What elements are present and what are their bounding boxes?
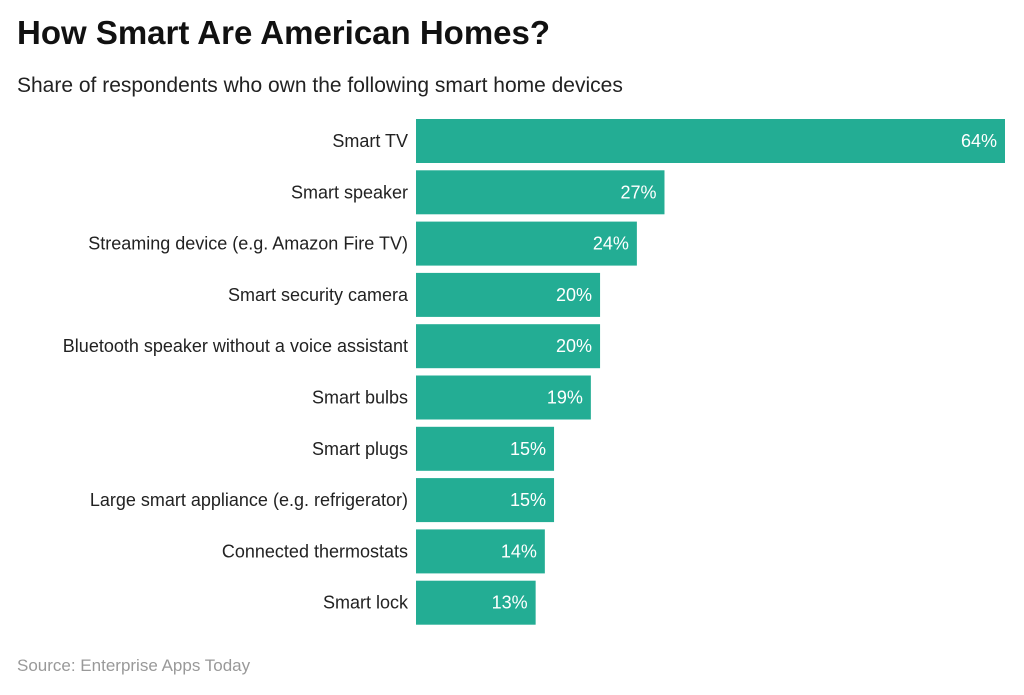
data-label: 64% [961, 131, 997, 151]
category-label: Smart lock [323, 593, 409, 613]
data-label: 13% [492, 593, 528, 613]
bar [416, 375, 591, 420]
category-label: Smart bulbs [312, 388, 408, 408]
bar [416, 478, 555, 523]
category-label: Smart security camera [228, 285, 409, 305]
data-label: 27% [620, 182, 656, 202]
source-note: Source: Enterprise Apps Today [17, 656, 251, 675]
category-label: Smart TV [332, 131, 408, 151]
category-label: Smart plugs [312, 439, 408, 459]
data-label: 24% [593, 234, 629, 254]
category-label: Bluetooth speaker without a voice assist… [63, 336, 408, 356]
bar [416, 170, 665, 215]
data-label: 19% [547, 388, 583, 408]
bar [416, 580, 536, 625]
chart-title: How Smart Are American Homes? [17, 14, 551, 51]
category-label: Large smart appliance (e.g. refrigerator… [90, 490, 408, 510]
chart-subtitle: Share of respondents who own the followi… [17, 74, 623, 97]
data-label: 20% [556, 285, 592, 305]
bar [416, 426, 555, 471]
bar [416, 272, 601, 317]
bar [416, 221, 637, 266]
data-label: 15% [510, 439, 546, 459]
bar [416, 529, 545, 574]
data-label: 15% [510, 490, 546, 510]
bar [416, 119, 1005, 163]
bar [416, 324, 601, 369]
category-label: Smart speaker [291, 182, 408, 202]
category-label: Connected thermostats [222, 541, 408, 561]
data-label: 14% [501, 541, 537, 561]
data-label: 20% [556, 336, 592, 356]
category-label: Streaming device (e.g. Amazon Fire TV) [88, 234, 408, 254]
